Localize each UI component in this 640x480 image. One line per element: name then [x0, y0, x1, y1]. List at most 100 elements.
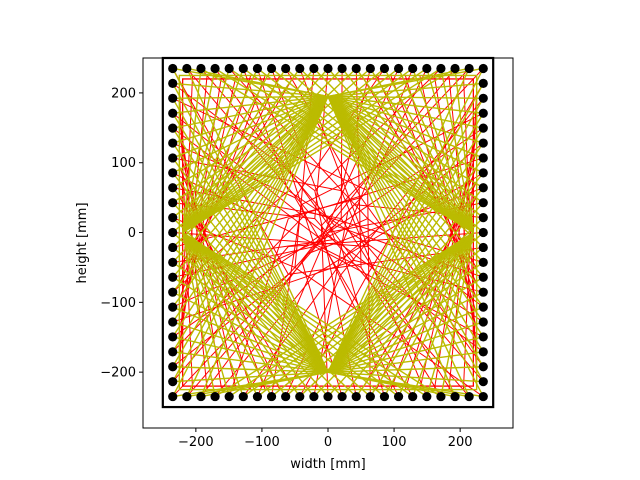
pin-dot [464, 391, 474, 402]
yellow-string-line [172, 112, 329, 373]
yellow-string-line [327, 96, 484, 397]
yellow-string-line [172, 95, 329, 248]
red-string-line [314, 190, 357, 397]
yellow-string-line [172, 306, 329, 373]
pin-dot [478, 213, 488, 223]
pin-dot [323, 63, 333, 74]
yellow-string-line [299, 232, 474, 398]
pin-dot [379, 63, 390, 74]
red-string-line [294, 267, 484, 397]
pin-dot [168, 257, 178, 267]
pin-dot [478, 257, 488, 267]
pin-dot [168, 138, 178, 148]
yellow-string-line [172, 276, 329, 373]
y-tick-label: 100 [111, 156, 136, 171]
pin-dot [168, 183, 178, 193]
pin-dot [182, 63, 192, 74]
pin-dot [408, 391, 418, 402]
yellow-string-line [242, 231, 474, 398]
pin-dot [252, 391, 263, 402]
red-string-line [172, 204, 355, 397]
pin-dot [168, 227, 178, 238]
pin-dot [436, 63, 446, 74]
pin-dot [464, 63, 474, 74]
pin-dot [309, 391, 319, 402]
pin-dot [478, 168, 488, 178]
pin-dot [478, 302, 488, 312]
pin-dot [295, 63, 305, 74]
yellow-string-line [369, 232, 474, 397]
yellow-string-line [327, 96, 484, 338]
yellow-string-line [172, 142, 329, 373]
y-tick-label: −100 [100, 296, 136, 311]
pin-dot [478, 242, 488, 253]
pin-dot [478, 227, 488, 238]
yellow-string-line [327, 95, 484, 248]
red-string-line [172, 259, 355, 323]
pin-dot [478, 93, 488, 103]
y-tick-label: −200 [100, 366, 136, 381]
pin-dot [450, 63, 460, 74]
yellow-string-line [327, 232, 474, 398]
pin-dot [168, 168, 178, 178]
yellow-string-line [327, 371, 484, 383]
yellow-string-line [172, 95, 329, 189]
yellow-string-line [327, 95, 484, 234]
yellow-string-line [412, 232, 475, 397]
pin-dot [168, 317, 178, 327]
yellow-string-line [327, 95, 484, 114]
pin-dot [168, 287, 178, 297]
yellow-string-line [172, 96, 329, 383]
yellow-string-line [327, 95, 484, 219]
yellow-string-line [327, 96, 484, 383]
pin-dot [168, 123, 178, 133]
pin-dot [422, 63, 432, 74]
red-string-line [172, 246, 315, 278]
yellow-string-line [440, 232, 475, 397]
pin-dot [168, 108, 178, 118]
pin-dot [196, 63, 206, 74]
pin-dot [281, 63, 291, 74]
pin-dot [182, 391, 192, 402]
pin-dot [168, 198, 178, 208]
yellow-string-line [172, 96, 329, 397]
yellow-string-line [172, 95, 329, 204]
y-tick-label: 0 [128, 226, 136, 241]
pin-dot [281, 391, 291, 402]
yellow-string-line [172, 95, 329, 234]
red-string-line [321, 68, 470, 226]
yellow-string-line [172, 83, 329, 373]
yellow-string-line [327, 82, 484, 98]
yellow-string-line [327, 95, 484, 144]
yellow-string-line [182, 232, 315, 398]
pin-dot [210, 391, 220, 402]
yellow-string-line [172, 246, 329, 373]
x-tick-label: 0 [324, 435, 332, 450]
pin-dot [450, 391, 460, 402]
yellow-string-line [172, 95, 329, 278]
pin-dot [266, 391, 277, 402]
red-string-line [172, 157, 342, 192]
pin-dot [168, 391, 178, 402]
pin-dot [478, 391, 488, 402]
pin-dot [478, 123, 488, 133]
yellow-string-line [172, 96, 329, 338]
pin-marks [168, 63, 488, 402]
yellow-string-line [327, 95, 484, 189]
x-tick-label: 100 [382, 435, 407, 450]
yellow-string-line [355, 68, 474, 233]
yellow-string-line [172, 95, 329, 308]
pin-dot [478, 287, 488, 297]
red-string-line [340, 218, 456, 397]
red-string-line [172, 97, 368, 192]
yellow-string-line [327, 96, 470, 397]
yellow-string-line [172, 187, 329, 373]
y-axis-label: height [mm] [75, 202, 90, 283]
pin-dot [309, 63, 319, 74]
pin-dot [365, 63, 375, 74]
red-string-line [360, 267, 442, 397]
pin-dot [379, 391, 390, 402]
pin-dot [365, 391, 375, 402]
yellow-string-line [355, 232, 474, 397]
red-string-line [340, 190, 428, 397]
